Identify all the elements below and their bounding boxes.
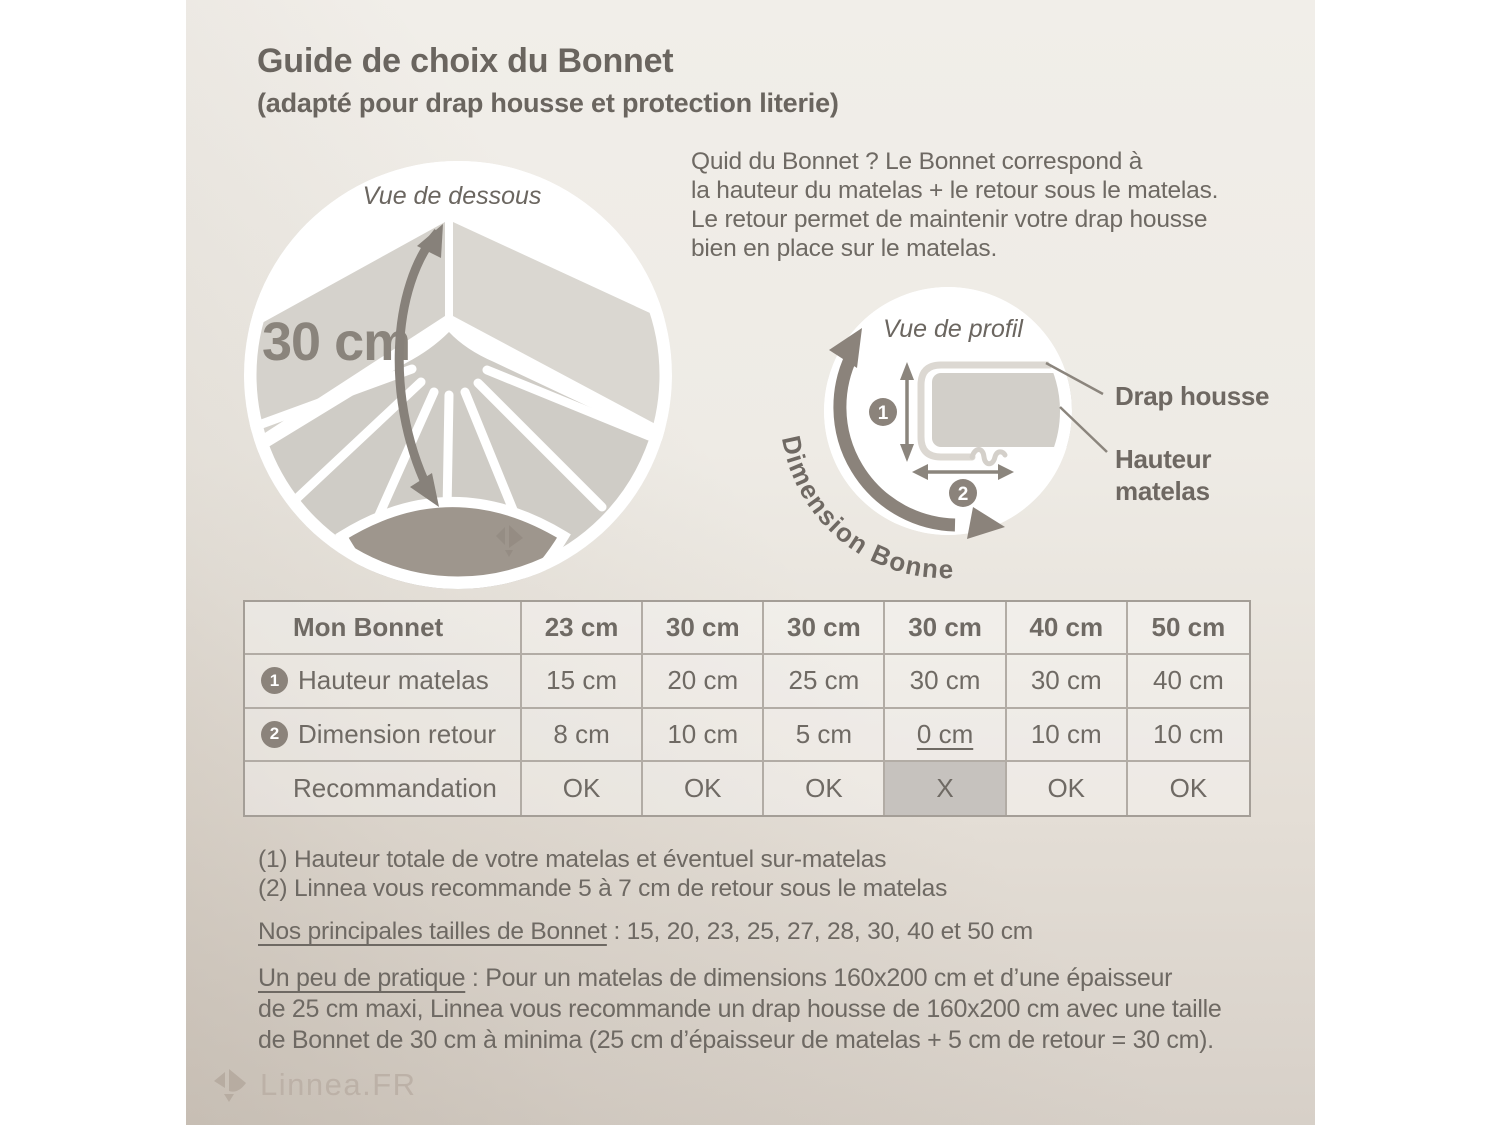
footnote-line: (2) Linnea vous recommande 5 à 7 cm de r…: [258, 874, 948, 902]
intro-paragraph: Quid du Bonnet ? Le Bonnet correspond à …: [691, 147, 1218, 263]
recommendation-cell: OK: [764, 761, 886, 815]
value-cell: 15 cm: [522, 655, 644, 709]
recommendation-cell: OK: [1127, 761, 1249, 815]
value-cell: 20 cm: [643, 655, 765, 709]
watermark-leaf-icon: [496, 525, 523, 557]
underlined-value: 0 cm: [916, 718, 974, 749]
value-cell: 10 cm: [643, 708, 765, 762]
value-cell: 40 cm: [1127, 655, 1249, 709]
intro-line: Le retour permet de maintenir votre drap…: [691, 206, 1208, 233]
footnotes: (1) Hauteur totale de votre matelas et é…: [258, 846, 947, 903]
value-cell-underlined: 0 cm: [885, 708, 1007, 762]
value-cell: 25 cm: [764, 655, 886, 709]
recommendation-cell-fail: X: [885, 761, 1007, 815]
column-header-cell: 40 cm: [1006, 602, 1128, 656]
svg-text:1: 1: [878, 403, 889, 424]
row-label-recommandation: Recommandation: [245, 761, 522, 815]
callout-lines: [1045, 361, 1108, 453]
fitted-sheet-outline: [917, 361, 1054, 461]
row-label-text: Hauteur matelas: [298, 665, 489, 696]
row-label-hauteur-matelas: 1 Hauteur matelas: [245, 655, 522, 709]
practice-text: : Pour un matelas de dimensions 160x200 …: [465, 964, 1173, 992]
height-double-arrow: [900, 362, 914, 462]
content-area: Guide de choix du Bonnet (adapté pour dr…: [186, 0, 1315, 1125]
hauteur-matelas-label-line2: matelas: [1115, 476, 1210, 506]
bottom-view-illustration: 30 cm Vue de dessous: [226, 150, 686, 610]
page-subtitle: (adapté pour drap housse et protection l…: [257, 88, 839, 118]
value-cell: 5 cm: [764, 708, 886, 762]
profile-view-caption: Vue de profil: [883, 315, 1024, 343]
brand-logo: Linnea.FR: [212, 1064, 417, 1106]
practice-heading: Un peu de pratique: [258, 964, 466, 992]
practice-line: de Bonnet de 30 cm à minima (25 cm d’épa…: [258, 1026, 1214, 1054]
return-double-arrow: [912, 464, 1014, 480]
marker-2-badge: 2: [949, 479, 977, 507]
hauteur-matelas-label-line1: Hauteur: [1115, 444, 1211, 474]
sizes-heading: Nos principales tailles de Bonnet: [258, 918, 607, 945]
intro-line: Quid du Bonnet ? Le Bonnet correspond à: [691, 148, 1143, 175]
intro-line: la hauteur du matelas + le retour sous l…: [691, 177, 1219, 204]
row-1-badge: 1: [261, 667, 288, 695]
column-header-cell: 30 cm: [885, 602, 1007, 656]
sizes-values: : 15, 20, 23, 25, 27, 28, 30, 40 et 50 c…: [606, 918, 1033, 945]
column-header-cell: 50 cm: [1127, 602, 1249, 656]
available-sizes-line: Nos principales tailles de Bonnet : 15, …: [258, 918, 1033, 946]
recommendation-cell: OK: [522, 761, 644, 815]
svg-text:2: 2: [958, 484, 969, 505]
value-cell: 30 cm: [1006, 655, 1128, 709]
mattress-opening-lens: [335, 497, 571, 589]
recommendation-cell: OK: [643, 761, 765, 815]
dimension-bonnet-arrow: [829, 328, 1005, 539]
value-cell: 10 cm: [1127, 708, 1249, 762]
leaf-icon: [214, 1069, 246, 1102]
profile-view-illustration: 1 2 Dimension Bonnet Vue de profil: [765, 256, 1290, 610]
row-2-badge: 2: [261, 720, 288, 748]
marker-1-badge: 1: [869, 398, 897, 426]
recommendation-cell: OK: [1006, 761, 1128, 815]
curved-measure-arrow: [394, 224, 443, 507]
practice-paragraph: Un peu de pratique : Pour un matelas de …: [258, 963, 1222, 1056]
sheet-elastic-squiggle: [969, 447, 1008, 467]
practice-line: Un peu de pratique : Pour un matelas de …: [258, 963, 1222, 994]
column-header-cell: 30 cm: [764, 602, 886, 656]
page-title: Guide de choix du Bonnet: [257, 42, 674, 80]
brand-text: Linnea.FR: [260, 1067, 417, 1102]
row-label-dimension-retour: 2 Dimension retour: [245, 708, 522, 762]
column-header-cell: 30 cm: [643, 602, 765, 656]
value-cell: 8 cm: [522, 708, 644, 762]
footnote-line: (1) Hauteur totale de votre matelas et é…: [258, 846, 887, 873]
value-cell: 30 cm: [885, 655, 1007, 709]
bonnet-measure-label: 30 cm: [262, 312, 410, 372]
table-corner-header: Mon Bonnet: [245, 602, 522, 656]
value-cell: 10 cm: [1006, 708, 1128, 762]
bonnet-size-table: Mon Bonnet 23 cm 30 cm 30 cm 30 cm 40 cm…: [243, 600, 1251, 817]
mattress-underside-drawing: [244, 161, 672, 589]
bottom-view-caption: Vue de dessous: [363, 182, 542, 210]
drap-housse-label: Drap housse: [1115, 381, 1269, 411]
practice-line: de 25 cm maxi, Linnea vous recommande un…: [258, 995, 1222, 1023]
row-label-text: Dimension retour: [298, 718, 496, 749]
column-header-cell: 23 cm: [522, 602, 644, 656]
intro-line: bien en place sur le matelas.: [691, 235, 998, 262]
